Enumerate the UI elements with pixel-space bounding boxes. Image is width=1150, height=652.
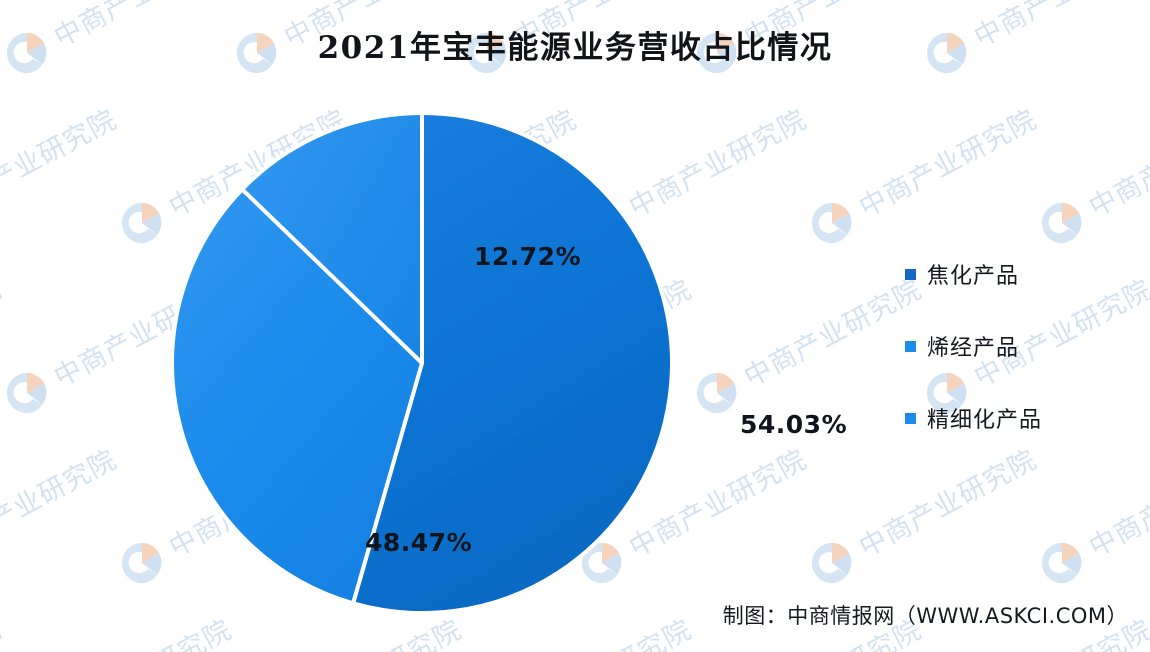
pie-slice-2[interactable]: [170, 187, 424, 606]
watermark-text: 中商产业研究院: [854, 444, 1042, 564]
chart-legend: 焦化产品烯经产品精细化产品: [905, 238, 1042, 454]
watermark-tile: 中商产业研究院: [1035, 444, 1150, 652]
watermark-logo-icon: [696, 372, 737, 414]
legend-item-3[interactable]: 精细化产品: [905, 382, 1042, 454]
watermark-text: 中商产业研究院: [0, 444, 122, 564]
watermark-logo-icon: [1041, 542, 1082, 584]
legend-label: 精细化产品: [927, 408, 1043, 433]
legend-item-1[interactable]: 焦化产品: [905, 238, 1042, 310]
watermark-logo-icon: [6, 372, 47, 414]
watermark-text: 中商产业研究院: [0, 104, 122, 224]
watermark-tile: 中商产业研究院: [1035, 104, 1150, 340]
watermark-text: 中商产业研究院: [0, 274, 7, 394]
source-note: 制图：中商情报网（WWW.ASKCI.COM）: [722, 604, 1128, 628]
legend-label: 焦化产品: [927, 264, 1020, 289]
legend-square-marker-icon: [905, 340, 916, 352]
legend-square-marker-icon: [905, 412, 916, 424]
slice-label-fine-chemical: 12.72%: [474, 242, 582, 271]
watermark-logo-icon: [811, 542, 852, 584]
watermark-logo-icon: [121, 202, 162, 244]
watermark-tile: 中商产业研究院: [805, 444, 1042, 652]
watermark-tile: 中商产业研究院: [0, 104, 122, 340]
page-title: 2021年宝丰能源业务营收占比情况: [317, 30, 833, 66]
pie-chart: 54.03% 48.47% 12.72%: [160, 100, 847, 630]
legend-label: 烯经产品: [927, 336, 1020, 361]
watermark-logo-icon: [811, 202, 852, 244]
watermark-text: 中商产业研究院: [1084, 104, 1150, 224]
watermark-logo-icon: [1041, 202, 1082, 244]
watermark-logo-icon: [121, 542, 162, 584]
legend-square-marker-icon: [905, 268, 916, 280]
watermark-tile: 中商产业研究院: [0, 444, 122, 652]
watermark-text: 中商产业研究院: [854, 104, 1042, 224]
watermark-text: 中商产业研究院: [739, 274, 927, 394]
watermark-text: 中商产业研究院: [1084, 444, 1150, 564]
slice-label-coking: 54.03%: [740, 410, 848, 439]
legend-item-2[interactable]: 烯经产品: [905, 310, 1042, 382]
pie-slice-3[interactable]: [240, 111, 424, 365]
slice-label-olefin: 48.47%: [365, 528, 473, 557]
